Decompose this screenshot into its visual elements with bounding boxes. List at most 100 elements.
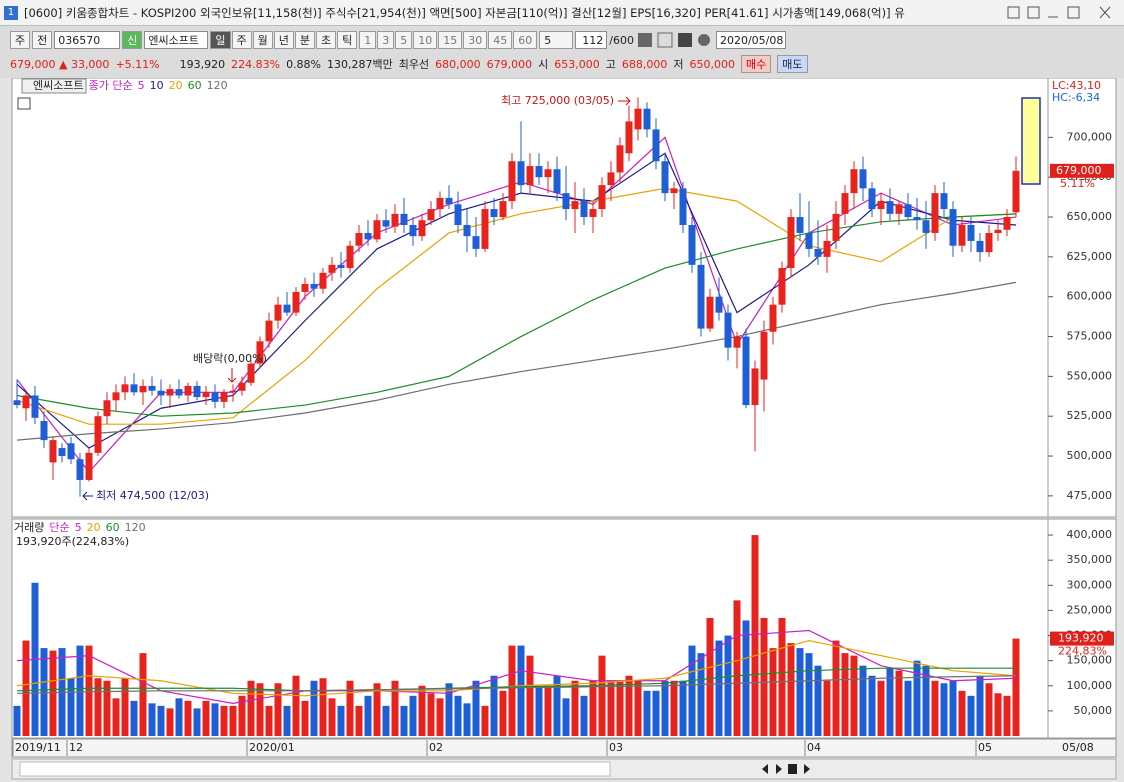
candle-body [661,161,669,194]
period-button[interactable]: 월 [252,31,273,49]
volume-bar [103,680,111,736]
candle-body [193,385,201,398]
period-button[interactable]: 일 [210,31,231,49]
arrow [227,368,237,383]
candle-body [859,169,867,189]
period-button[interactable]: 주 [231,31,252,49]
period-button[interactable]: 년 [273,31,294,49]
minute-button[interactable]: 3 [377,31,395,49]
period-button[interactable]: 초 [316,31,337,49]
minute-button[interactable]: 30 [463,31,488,49]
candle-body [310,283,318,289]
candle-body [580,201,588,218]
volume-bar [292,675,300,736]
volume-bar [580,695,588,736]
candle-body [733,336,741,348]
lc-label: LC:43,10 [1052,79,1101,92]
volume-bar [814,665,822,736]
minute-button[interactable]: 45 [488,31,513,49]
candle-body [391,213,399,227]
candle-body [715,296,723,313]
volume-info: 193,920주(224,83%) [16,535,129,548]
volume-bar [139,653,147,736]
volume-bar [94,678,102,736]
volume-bar [688,645,696,736]
volume-bar [355,705,363,736]
candle-body [400,213,408,225]
volume-bar [697,653,705,736]
legend-entry: 20 [87,521,101,534]
sell-button[interactable]: 매도 [777,55,808,73]
date-input[interactable]: 2020/05/08 [715,31,786,49]
badge: 1 [4,5,18,20]
candle-body [1003,217,1011,230]
ma-line [16,187,1017,425]
name-field: 엔씨소프트 [144,31,209,49]
candle-body [373,220,381,240]
candle-body [409,225,417,237]
volume-bar [283,705,291,736]
volume-bar [994,693,1002,736]
minute-button[interactable]: 1 [359,31,377,49]
minute-button[interactable]: 5 [395,31,413,49]
volume-bar [301,700,309,736]
combo[interactable]: 주 [10,31,31,49]
volume-bar [274,683,282,736]
tool-icons[interactable] [636,31,714,49]
candle-body [778,268,786,305]
low: 650,000 [689,57,736,71]
period-button[interactable]: 분 [294,31,315,49]
candle-body [913,217,921,221]
combo[interactable]: 5 [539,31,574,49]
volume-bar [553,675,561,736]
candle-body [535,166,543,178]
button[interactable]: 신 [122,31,143,49]
code-input[interactable]: 036570 [54,31,121,49]
legend-entry: 5 [75,521,82,534]
x-tick-label: 05 [978,741,992,754]
candle-body [634,108,642,130]
volume-bar [895,670,903,736]
grid-icon[interactable] [17,97,31,110]
scroll-thumb[interactable] [19,761,611,777]
candle-body [76,459,84,480]
count-input[interactable]: 112 [575,31,608,49]
x-axis-panel [11,738,1117,758]
buy-button[interactable]: 매수 [741,55,772,73]
volume-bar [823,680,831,736]
candle-body [319,272,327,289]
minute-button[interactable]: 15 [438,31,463,49]
candle-body [283,304,291,313]
window-icons[interactable] [1004,3,1124,23]
candle-body [40,420,48,441]
volume-bar [319,678,327,736]
chart: 475,000500,000525,000550,000575,000600,0… [0,78,1124,782]
legend-stock: 엔씨소프트 [33,79,84,92]
candle-body [967,225,975,241]
arrow [82,491,93,501]
button[interactable]: 전 [32,31,53,49]
minute-button[interactable]: 60 [513,31,538,49]
candle-body [742,336,750,406]
candle-body [589,209,597,218]
last-volume-rate: 224,83% [1058,645,1107,658]
volume-bar [760,617,768,736]
volume-bar [175,698,183,736]
volume-bar [706,617,714,736]
period-button[interactable]: 틱 [337,31,358,49]
volume-bar [976,675,984,736]
candle-body [922,220,930,233]
minute-button[interactable]: 10 [413,31,438,49]
candle-body [886,201,894,214]
best-bid: 679,000 [486,57,533,71]
candle-body [616,145,624,173]
legend-entry: 60 [106,521,120,534]
candle-body [679,188,687,225]
y-tick-label: 500,000 [1067,449,1113,462]
volume-bar [157,705,165,736]
volume-bar [229,705,237,736]
candle-body [670,188,678,194]
volume-bar [751,535,759,736]
volume-bar [85,645,93,736]
volume-rate: 224.83% [231,57,281,71]
